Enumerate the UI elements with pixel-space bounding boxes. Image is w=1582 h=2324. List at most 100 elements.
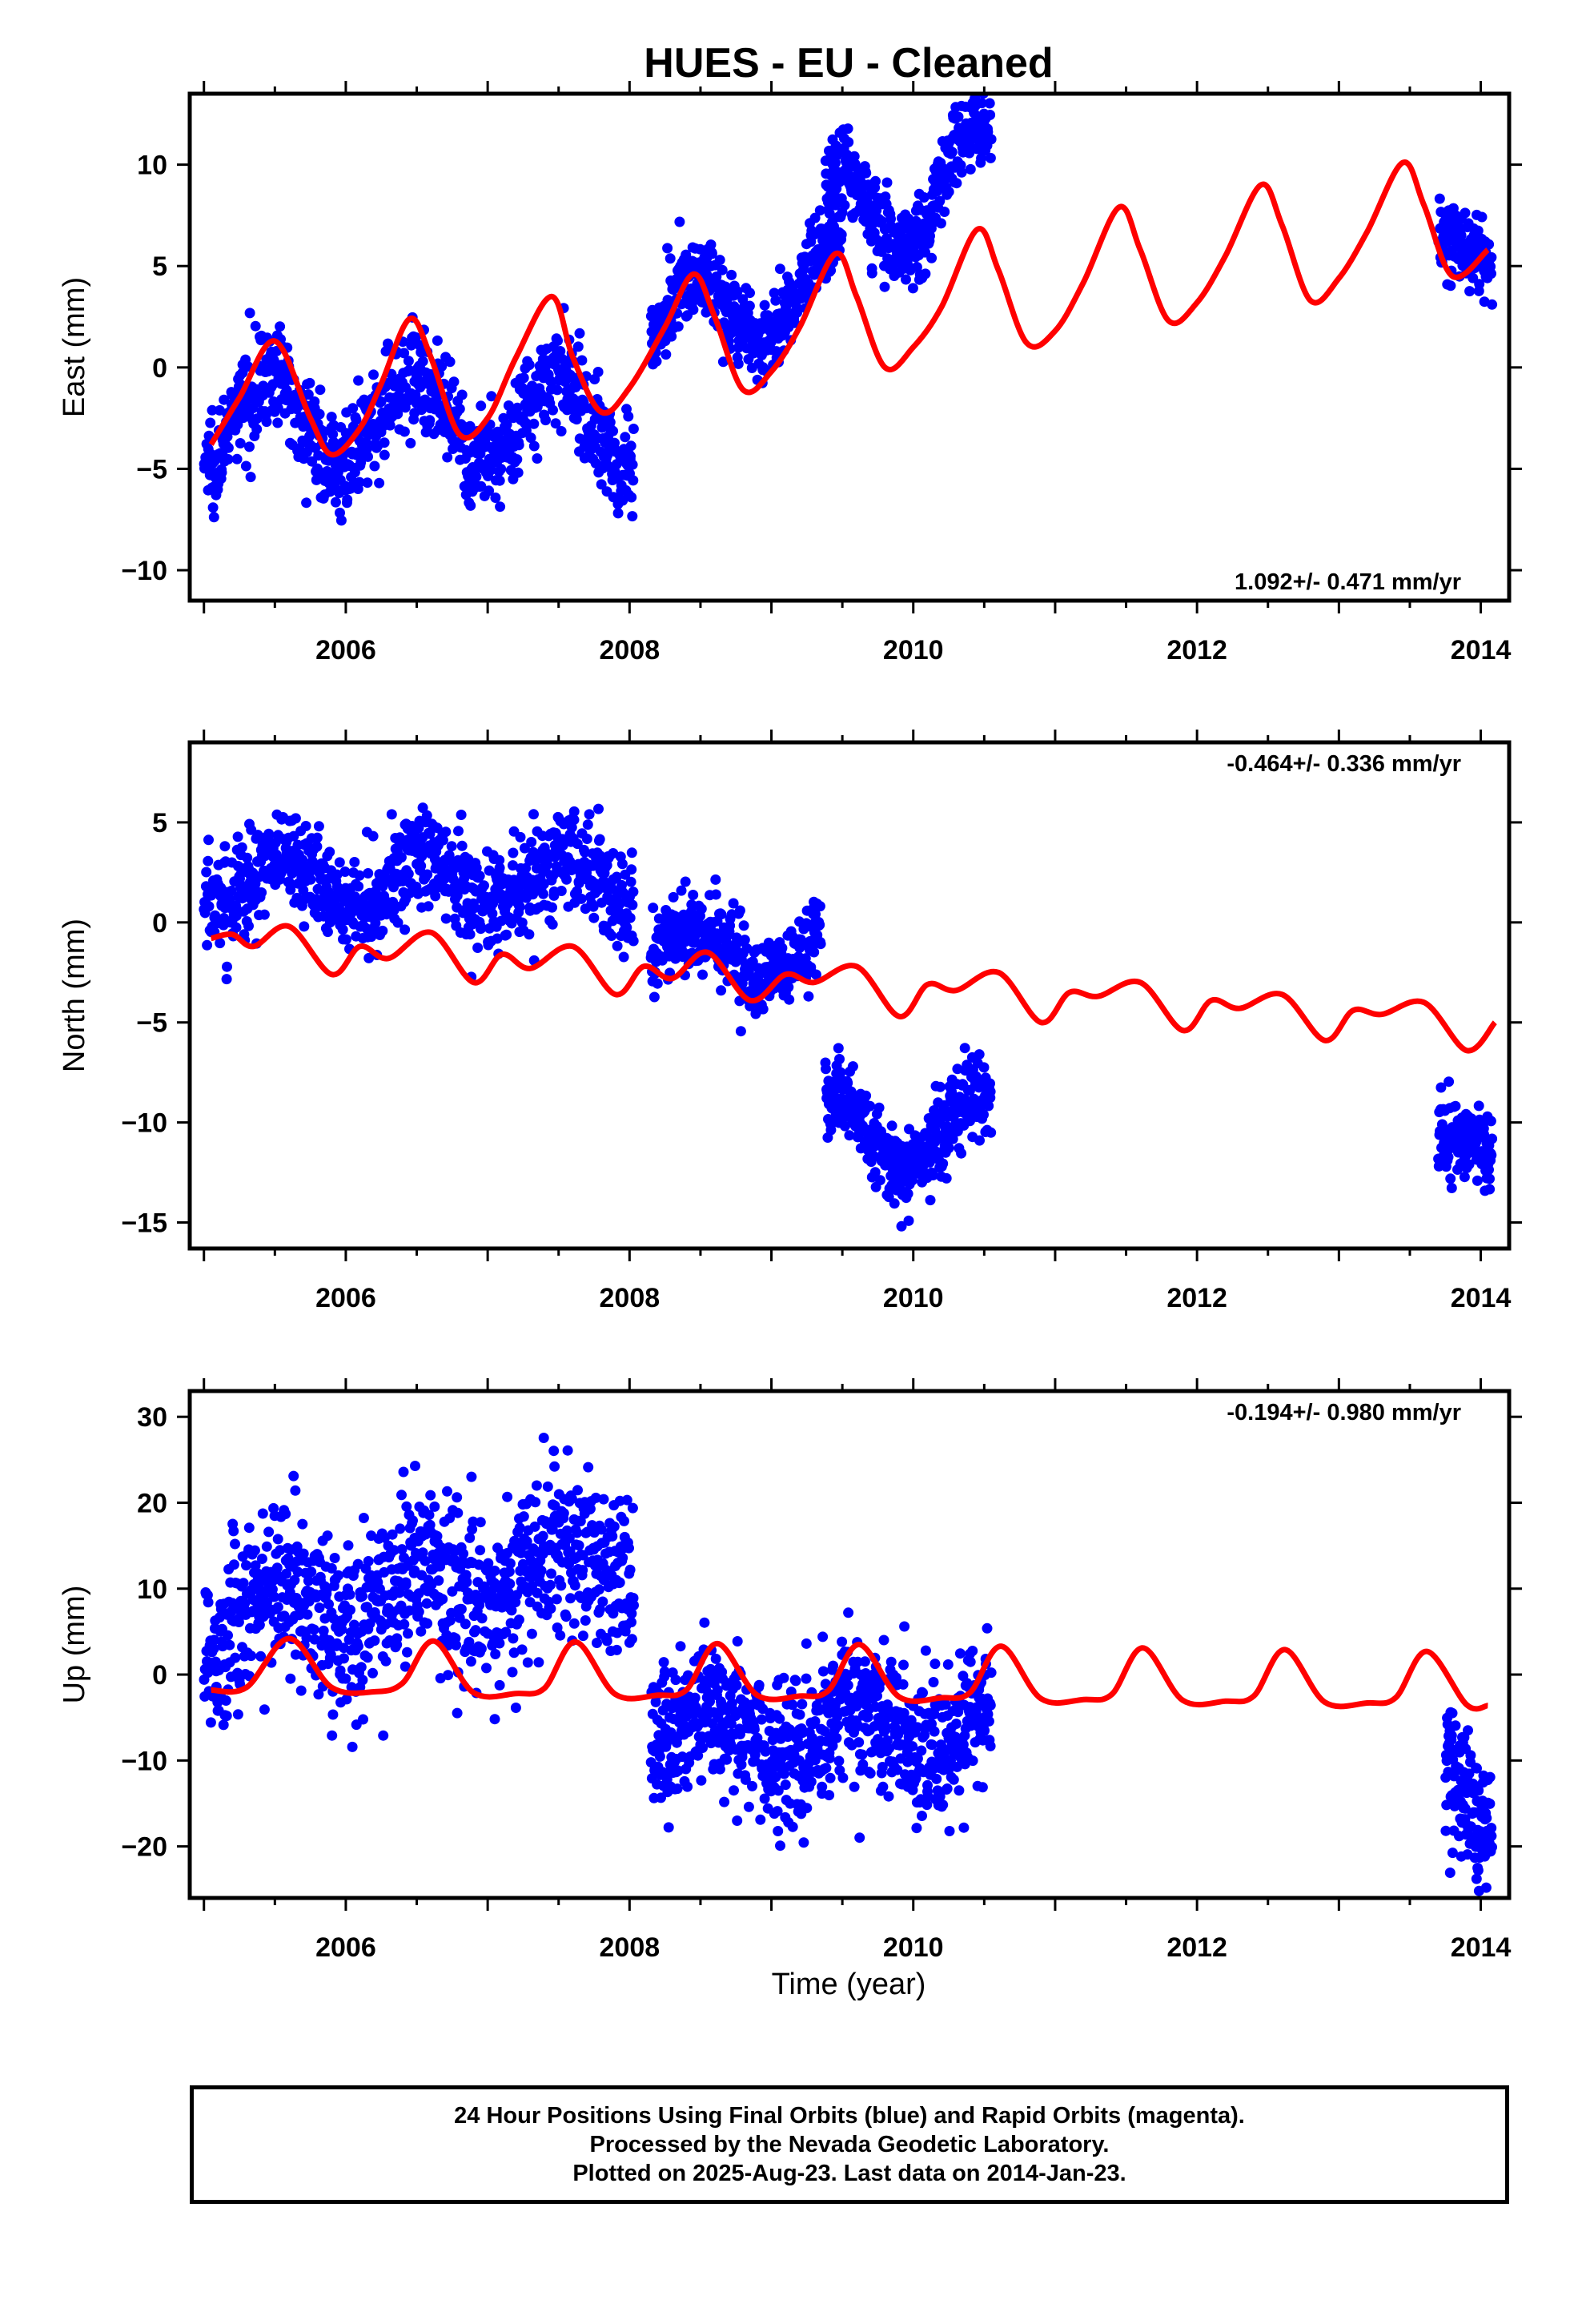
east-data-point [1472, 225, 1484, 236]
up-data-point [572, 1485, 583, 1496]
north-data-point [618, 951, 629, 963]
north-y-tick-label: −5 [136, 1008, 167, 1039]
north-data-point [526, 837, 537, 847]
up-data-point [531, 1480, 542, 1491]
north-data-point [606, 931, 617, 941]
north-data-point [861, 1090, 872, 1101]
up-data-point [705, 1696, 715, 1707]
up-data-point [663, 1822, 674, 1833]
north-data-point [680, 876, 691, 887]
north-data-point [226, 886, 237, 896]
up-data-point [596, 1524, 607, 1535]
up-data-point [425, 1490, 436, 1501]
east-data-point [918, 192, 930, 203]
north-data-point [956, 1148, 967, 1159]
north-data-point [626, 864, 637, 875]
up-data-point [452, 1492, 463, 1503]
up-data-point [420, 1555, 431, 1566]
up-data-point [470, 1625, 481, 1636]
up-data-point [522, 1657, 533, 1668]
east-data-point [525, 432, 536, 444]
up-data-point [506, 1605, 517, 1616]
east-data-point [347, 403, 359, 414]
north-data-point [1484, 1164, 1494, 1176]
north-data-point [896, 1220, 907, 1232]
up-data-point [601, 1635, 612, 1647]
east-data-point [934, 195, 946, 207]
up-data-point [504, 1558, 516, 1569]
east-data-point [571, 414, 582, 425]
up-data-point [400, 1661, 411, 1672]
north-data-point [290, 813, 301, 824]
north-data-point [869, 1167, 881, 1178]
up-data-point [772, 1806, 783, 1817]
up-data-point [658, 1657, 669, 1668]
east-data-point [935, 218, 946, 229]
east-data-point [219, 394, 230, 405]
up-data-point [322, 1530, 333, 1542]
east-data-point [353, 375, 364, 386]
up-data-point [388, 1545, 400, 1556]
east-data-point [512, 467, 524, 478]
north-data-point [907, 1175, 917, 1186]
up-data-point [352, 1558, 363, 1570]
up-data-point [249, 1545, 260, 1556]
up-data-point [593, 1584, 604, 1595]
north-data-point [626, 847, 637, 858]
up-data-point [263, 1526, 275, 1538]
north-data-point [809, 947, 820, 958]
up-data-point [756, 1714, 767, 1725]
up-data-point [398, 1466, 409, 1478]
north-data-point [783, 982, 794, 993]
up-data-point [775, 1840, 785, 1852]
up-data-point [569, 1580, 580, 1591]
east-data-point [552, 384, 563, 396]
north-data-point [547, 902, 557, 913]
east-data-point [570, 382, 581, 392]
north-data-point [203, 901, 215, 912]
up-data-point [395, 1523, 406, 1534]
up-data-point [335, 1665, 346, 1676]
north-data-point [243, 920, 254, 931]
up-data-point [306, 1566, 317, 1578]
up-data-point [208, 1643, 219, 1655]
north-data-point [564, 856, 576, 867]
east-data-point [448, 376, 460, 388]
north-data-point [621, 922, 632, 933]
east-data-point [251, 424, 263, 435]
north-data-point [370, 918, 381, 929]
east-data-point [866, 267, 877, 279]
up-data-point [429, 1501, 440, 1512]
north-data-point [479, 880, 489, 891]
east-data-point [726, 269, 737, 280]
up-data-point [402, 1647, 412, 1658]
up-data-point [223, 1630, 233, 1641]
north-data-point [652, 978, 663, 989]
up-data-point [353, 1641, 363, 1652]
north-data-point [232, 831, 243, 842]
north-data-point [1450, 1100, 1461, 1112]
north-data-point [334, 857, 345, 868]
north-x-tick-label: 2008 [600, 1283, 661, 1313]
north-data-point [648, 903, 659, 914]
east-data-point [548, 404, 558, 416]
up-data-point [626, 1634, 637, 1645]
east-data-point [596, 479, 607, 490]
east-data-point [432, 335, 443, 346]
north-data-point [440, 913, 452, 924]
north-data-point [524, 929, 535, 940]
north-data-point [628, 887, 639, 898]
up-data-point [650, 1696, 661, 1707]
up-data-point [736, 1759, 747, 1770]
east-data-point [1474, 279, 1485, 290]
up-data-point [399, 1618, 410, 1630]
east-rate-label: 1.092+/- 0.471 mm/yr [1235, 569, 1461, 595]
east-data-point [628, 424, 639, 434]
east-data-point [362, 477, 373, 489]
east-data-point [829, 158, 841, 169]
north-data-point [492, 933, 503, 944]
east-data-point [374, 477, 385, 489]
east-data-point [976, 153, 987, 164]
east-data-point [849, 151, 860, 162]
north-data-point [203, 834, 214, 846]
